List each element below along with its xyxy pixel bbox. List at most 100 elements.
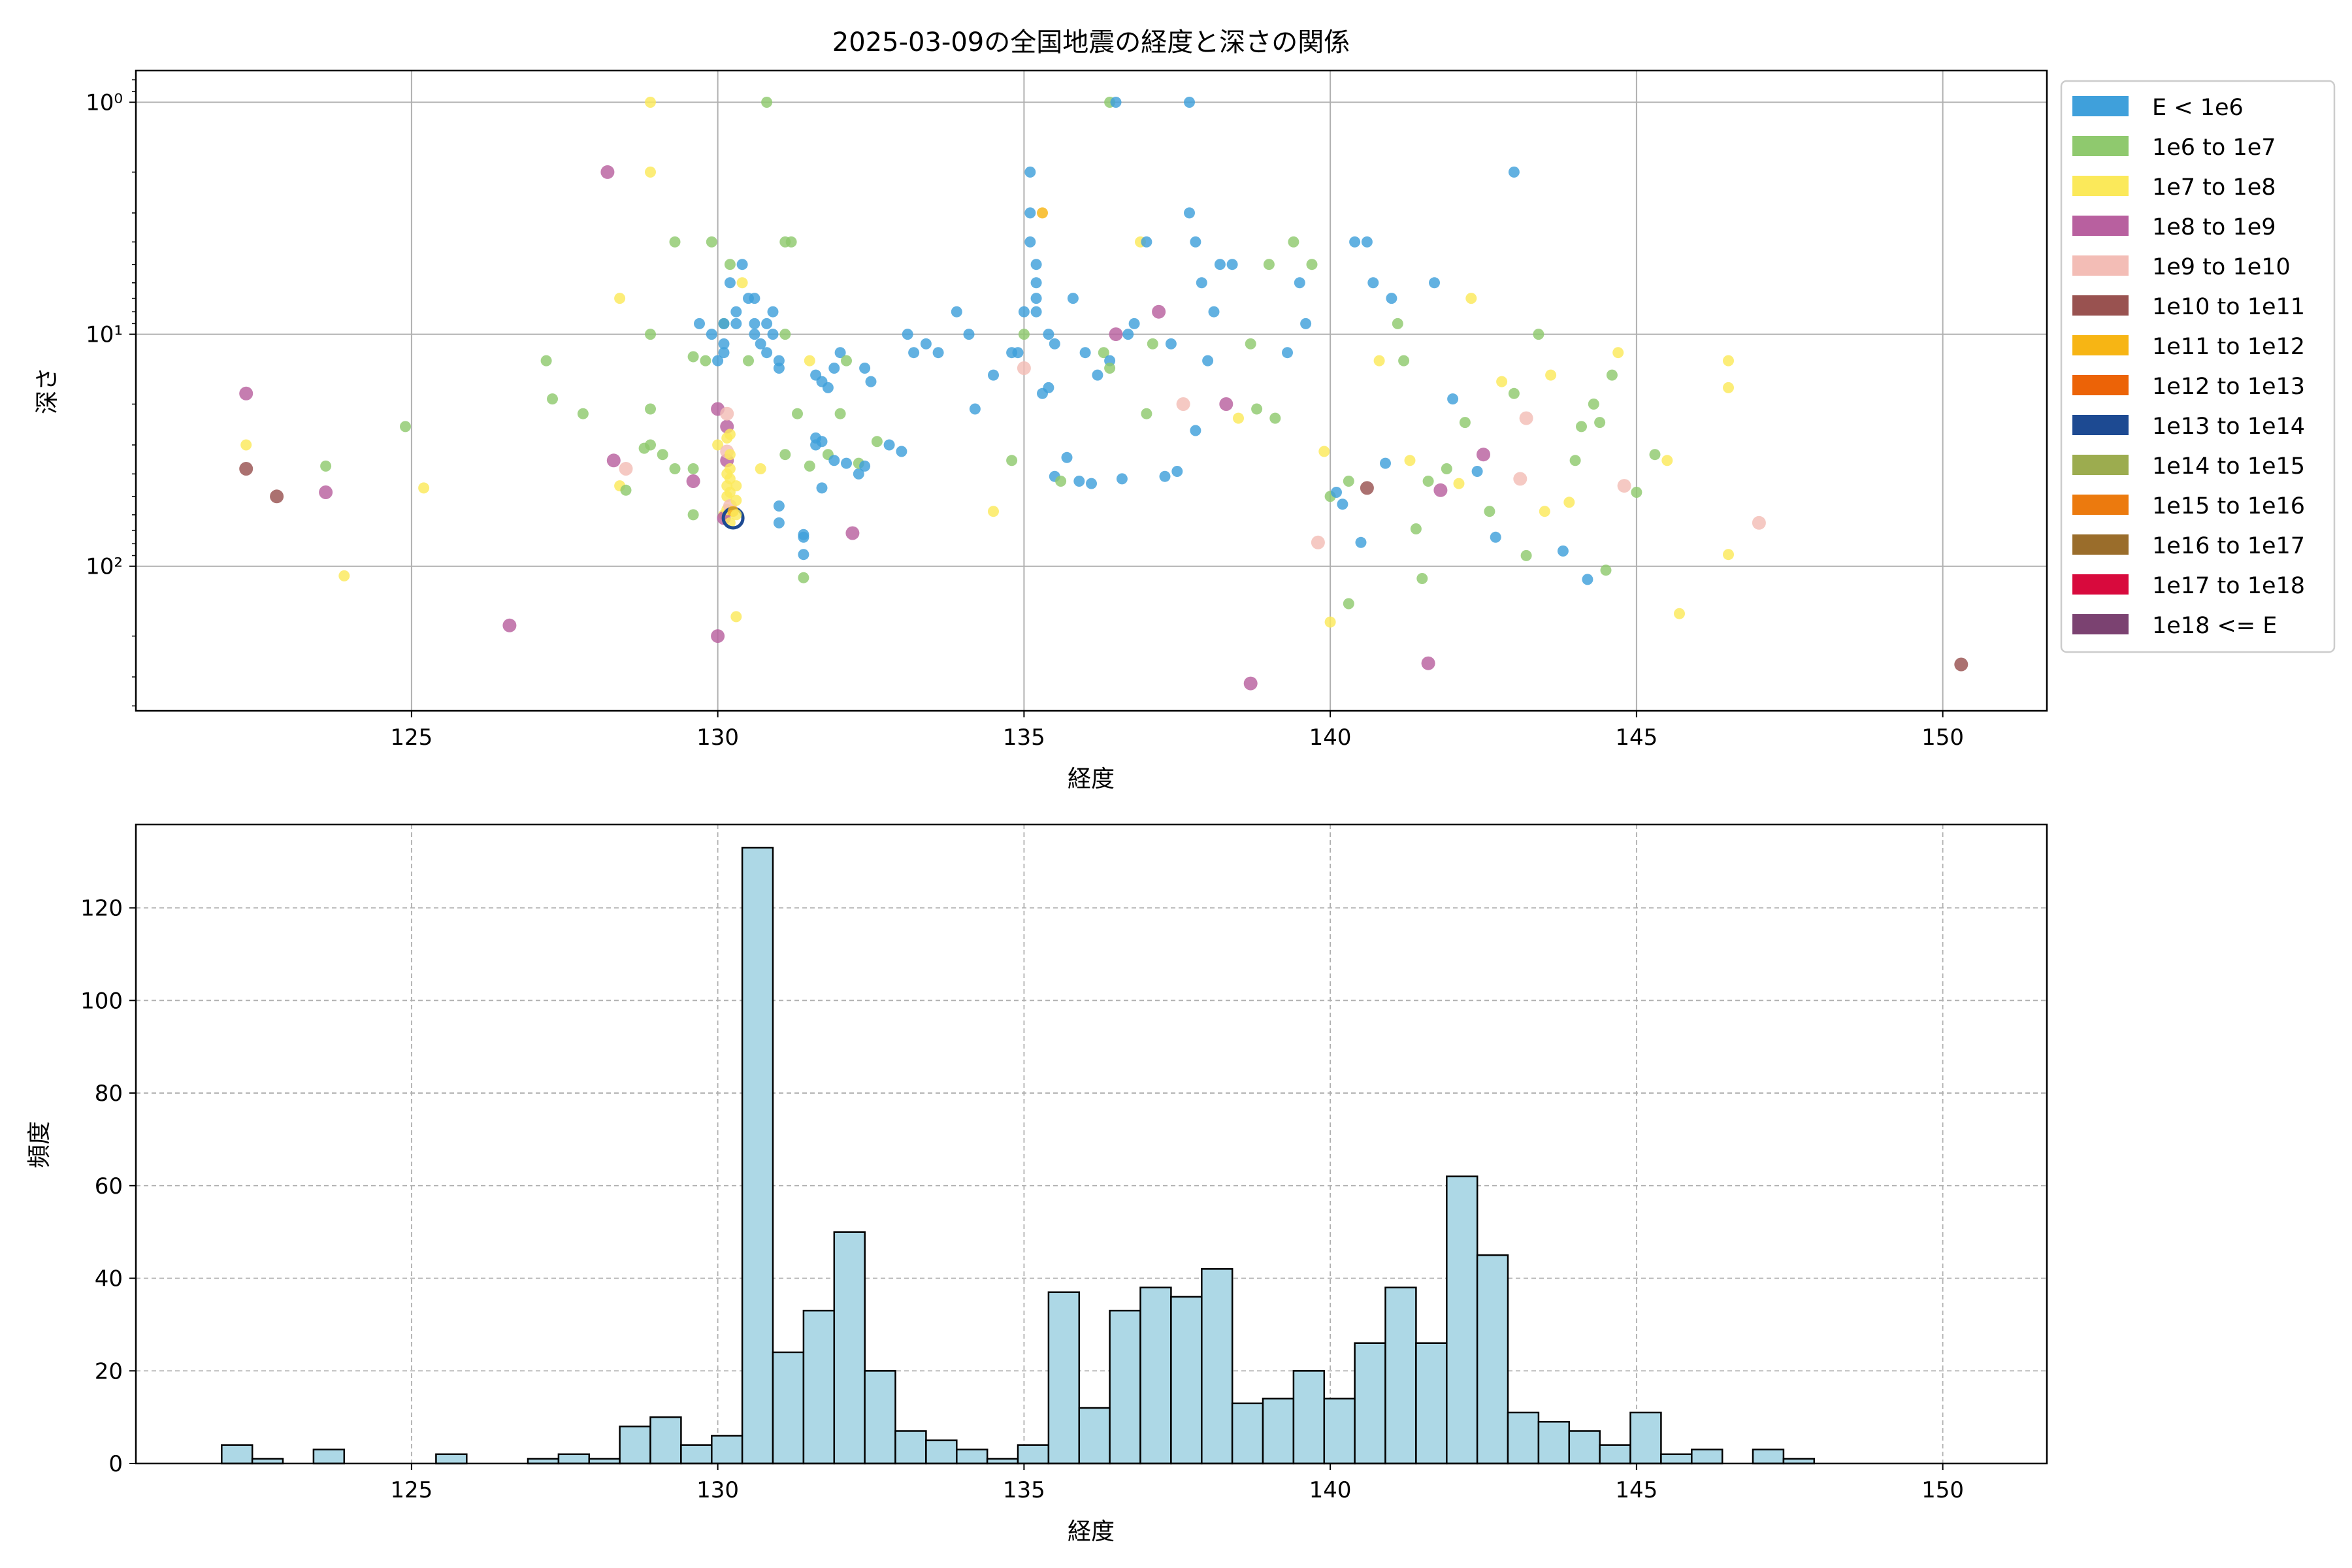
legend-label: 1e16 to 1e17	[2152, 533, 2305, 559]
scatter-point	[1380, 457, 1391, 469]
scatter-xtick-label: 145	[1615, 725, 1658, 751]
scatter-point	[834, 347, 846, 359]
legend-swatch	[2072, 495, 2129, 515]
scatter-point	[657, 449, 668, 461]
legend-label: E < 1e6	[2152, 95, 2244, 121]
scatter-point	[1176, 397, 1190, 411]
hist-bar	[1476, 1254, 1509, 1465]
hist-bar	[1292, 1370, 1326, 1465]
scatter-point	[1533, 329, 1544, 340]
scatter-point	[730, 306, 742, 318]
scatter-point	[1343, 476, 1354, 487]
legend-swatch	[2072, 136, 2129, 156]
scatter-point	[834, 408, 846, 419]
hist-ylabel: 頻度	[26, 1121, 53, 1168]
scatter-point	[1061, 451, 1073, 463]
scatter-points	[239, 97, 1968, 691]
hist-bar	[772, 1351, 805, 1465]
scatter-point	[1465, 293, 1477, 304]
hist-bar	[557, 1453, 591, 1465]
hist-bar	[1323, 1397, 1356, 1465]
scatter-ytick-label: 10¹	[86, 322, 123, 348]
legend-label: 1e9 to 1e10	[2152, 254, 2291, 280]
hist-bar	[1231, 1402, 1264, 1465]
scatter-point	[1092, 369, 1103, 381]
hist-bar	[1599, 1444, 1631, 1465]
scatter-point	[951, 306, 962, 318]
scatter-point	[1030, 259, 1042, 270]
scatter-point	[755, 338, 766, 350]
scatter-point	[1165, 338, 1177, 350]
scatter-point	[1324, 616, 1336, 628]
scatter-point	[1128, 318, 1140, 329]
hist-bar	[1691, 1448, 1723, 1465]
scatter-point	[1508, 387, 1520, 399]
scatter-point	[1588, 399, 1599, 410]
hist-bar	[1139, 1286, 1172, 1465]
scatter-point	[1422, 476, 1434, 487]
hist-ytick-label: 20	[95, 1358, 123, 1384]
scatter-point	[718, 347, 730, 359]
scatter-title: 2025-03-09の全国地震の経度と深さの関係	[832, 27, 1350, 57]
legend-swatch	[2072, 614, 2129, 634]
scatter-point	[988, 369, 999, 381]
scatter-point	[724, 259, 736, 270]
scatter-point	[614, 293, 626, 304]
scatter-point	[1453, 478, 1465, 489]
scatter-point	[798, 572, 809, 583]
scatter-xtick-label: 140	[1309, 725, 1352, 751]
scatter-point	[687, 509, 699, 521]
scatter-point	[755, 463, 766, 474]
scatter-point	[724, 277, 736, 289]
hist-bar	[1568, 1430, 1601, 1465]
hist-ytick-label: 100	[80, 988, 123, 1014]
hist-bar	[1629, 1411, 1662, 1465]
hist-bar	[649, 1416, 682, 1465]
legend-swatch	[2072, 534, 2129, 555]
legend-label: 1e17 to 1e18	[2152, 573, 2305, 599]
scatter-point	[773, 355, 785, 367]
scatter-point	[1219, 397, 1233, 411]
scatter-point	[1030, 277, 1042, 289]
scatter-point	[718, 318, 730, 329]
scatter-point	[669, 236, 681, 248]
scatter-point	[1594, 417, 1606, 429]
scatter-point	[779, 329, 791, 340]
scatter-point	[540, 355, 552, 367]
scatter-point	[1484, 506, 1495, 517]
legend-label: 1e13 to 1e14	[2152, 414, 2305, 440]
scatter-point	[871, 436, 883, 448]
scatter-point	[845, 526, 860, 540]
hist-xtick-label: 125	[390, 1477, 433, 1503]
scatter-point	[1018, 329, 1030, 340]
hist-bar	[1537, 1420, 1571, 1465]
scatter-point	[1190, 236, 1201, 248]
scatter-point	[896, 446, 907, 457]
scatter-point	[706, 329, 717, 340]
scatter-point	[804, 460, 815, 472]
legend-swatch	[2072, 255, 2129, 276]
scatter-point	[736, 277, 748, 289]
scatter-point	[694, 318, 705, 329]
scatter-point	[1582, 574, 1593, 585]
scatter-point	[1606, 369, 1618, 381]
scatter-xtick-label: 135	[1003, 725, 1045, 751]
scatter-point	[547, 393, 558, 405]
hist-bar	[741, 847, 774, 1465]
scatter-point	[338, 570, 350, 581]
scatter-point	[773, 500, 785, 512]
scatter-point	[798, 549, 809, 561]
scatter-point	[1649, 449, 1661, 461]
hist-xtick-label: 140	[1309, 1477, 1352, 1503]
scatter-point	[1109, 327, 1123, 342]
scatter-point	[1433, 483, 1448, 497]
scatter-point	[1245, 338, 1256, 350]
scatter-point	[1024, 166, 1036, 178]
scatter-point	[730, 509, 742, 521]
scatter-point	[1954, 657, 1968, 672]
scatter-point	[645, 403, 656, 415]
scatter-point	[1006, 455, 1018, 466]
scatter-point	[1576, 421, 1587, 433]
scatter-point	[1447, 393, 1459, 405]
hist-bar	[711, 1435, 743, 1465]
